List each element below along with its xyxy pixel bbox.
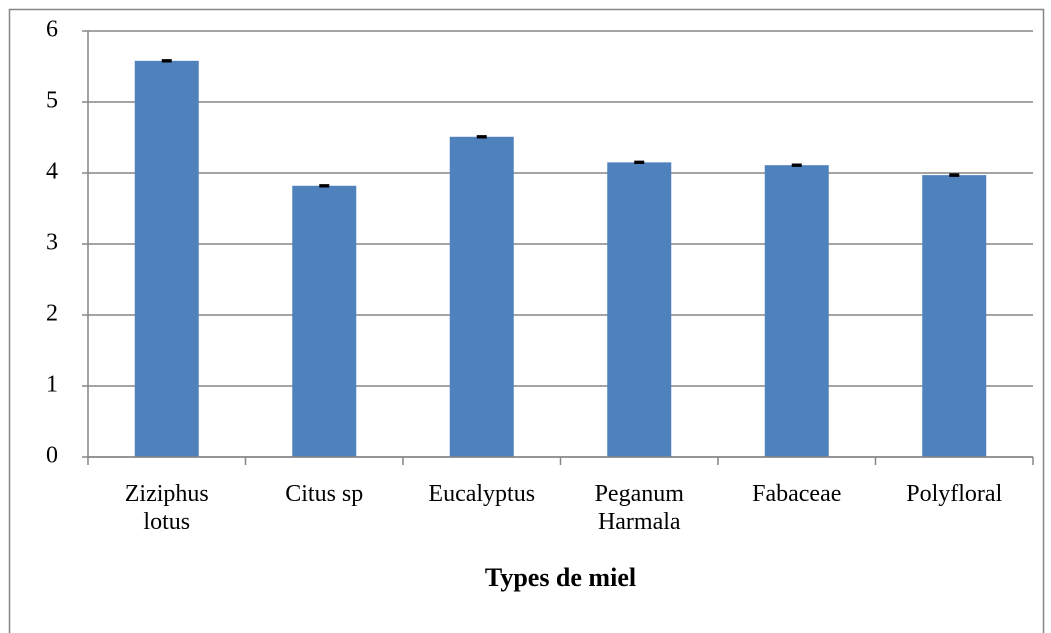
- bar: [449, 136, 514, 458]
- x-tick-label: Ziziphus lotus: [124, 481, 209, 535]
- y-tick-label: 0: [46, 443, 58, 469]
- y-tick-label: 4: [46, 159, 58, 185]
- y-tick-label: 2: [46, 301, 58, 327]
- x-tick-label: Eucalyptus: [428, 481, 536, 507]
- bar: [607, 162, 672, 457]
- bar: [134, 60, 199, 457]
- bar: [292, 185, 357, 457]
- bar: [922, 175, 987, 457]
- error-bar: [476, 135, 487, 139]
- error-bar: [949, 173, 960, 177]
- y-tick-label: 3: [46, 230, 58, 256]
- error-bar: [161, 59, 172, 63]
- x-axis-title: Types de miel: [484, 563, 637, 592]
- error-bar: [634, 160, 645, 165]
- bar: [764, 165, 829, 457]
- x-tick-label: Peganum Harmala: [594, 481, 684, 535]
- x-tick-label: Fabaceae: [752, 481, 842, 507]
- error-bar: [791, 163, 802, 167]
- x-tick-label: Citus sp: [285, 481, 364, 507]
- x-tick-label: Polyfloral: [906, 481, 1003, 507]
- y-tick-label: 6: [46, 17, 58, 43]
- error-bar: [319, 184, 330, 188]
- y-tick-label: 5: [46, 88, 58, 114]
- chart-border: [8, 8, 1045, 633]
- y-tick-label: 1: [46, 372, 58, 398]
